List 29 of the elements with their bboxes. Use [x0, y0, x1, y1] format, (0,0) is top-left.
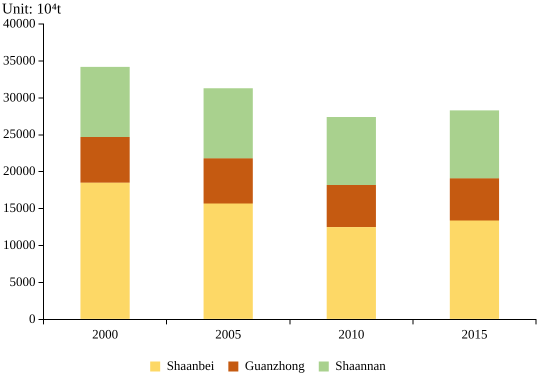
- bar: [80, 136, 130, 183]
- y-axis-title: Unit: 10⁴t: [2, 1, 62, 18]
- bar: [326, 184, 376, 228]
- y-tick-label: 40000: [3, 15, 36, 30]
- y-tick-label: 20000: [3, 163, 36, 178]
- x-tick-label: 2010: [338, 326, 364, 342]
- y-tick-label: 0: [29, 310, 36, 326]
- bar: [450, 110, 500, 178]
- bar: [450, 220, 500, 319]
- bar: [204, 203, 253, 319]
- bar: [450, 178, 500, 220]
- y-tick-label: 35000: [3, 52, 36, 68]
- legend-label: Shaanbei: [166, 358, 215, 373]
- bar: [326, 117, 376, 185]
- x-tick-label: 2015: [461, 326, 488, 342]
- legend-label: Guanzhong: [244, 358, 306, 373]
- x-tick-label: 2005: [215, 326, 242, 342]
- bar: [326, 227, 376, 319]
- bar: [80, 66, 130, 137]
- legend-label: Shaannan: [335, 358, 386, 373]
- x-tick-label: 2000: [92, 326, 118, 342]
- y-tick-label: 5000: [10, 274, 36, 289]
- y-tick-label: 10000: [3, 236, 36, 252]
- bar: [204, 158, 253, 204]
- y-tick-label: 25000: [3, 126, 36, 142]
- bar: [204, 88, 253, 158]
- y-tick-label: 15000: [3, 200, 36, 216]
- y-tick-label: 30000: [3, 89, 36, 104]
- bar: [80, 182, 130, 319]
